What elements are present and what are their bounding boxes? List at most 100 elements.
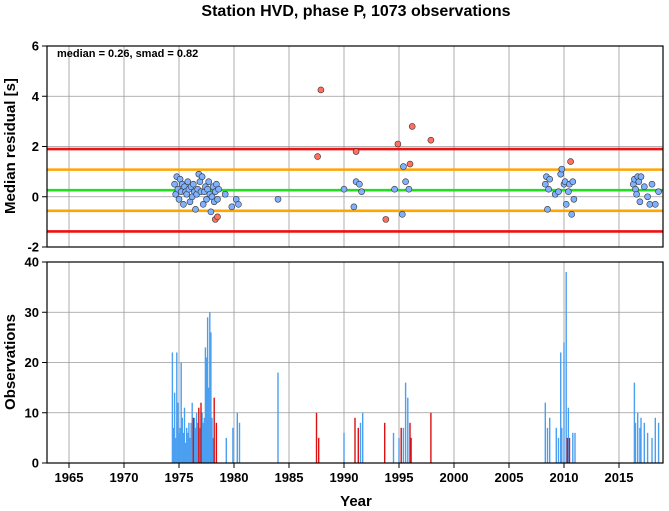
- observation-bar: [315, 412, 318, 463]
- y-tick-label: 4: [32, 89, 40, 104]
- observation-bar: [407, 397, 409, 463]
- observation-bar: [187, 432, 189, 463]
- y-tick-label: 6: [32, 39, 39, 54]
- x-axis-label: Year: [340, 493, 372, 510]
- residual-point: [541, 180, 549, 188]
- observation-bar: [557, 437, 560, 463]
- observation-bar: [201, 412, 203, 463]
- x-tick-label: 1975: [165, 470, 194, 485]
- observation-bar: [572, 432, 574, 463]
- observation-bar: [205, 357, 208, 463]
- observation-bar: [544, 402, 546, 463]
- observation-bar: [178, 432, 180, 463]
- observation-bar: [206, 317, 209, 463]
- residual-point: [184, 178, 192, 185]
- residual-point: [340, 185, 348, 193]
- residual-point: [203, 195, 210, 203]
- residual-point: [648, 180, 656, 188]
- residual-point: [569, 178, 577, 185]
- residual-point: [562, 200, 570, 208]
- observation-bar: [410, 437, 412, 463]
- residual-point: [565, 188, 572, 196]
- residual-point: [190, 180, 197, 188]
- observation-bar: [634, 422, 637, 463]
- residual-point: [214, 195, 221, 203]
- observation-bar: [560, 352, 562, 463]
- observation-bar: [213, 397, 215, 463]
- observation-bar: [183, 407, 186, 463]
- year-x-ticks: 1965 1970 1975 1980 1985 1990 1995 2000 2005 2010…: [55, 463, 633, 485]
- residual-point: [558, 165, 566, 173]
- observation-bar: [318, 437, 320, 463]
- observation-bar: [192, 417, 194, 463]
- observation-bar: [277, 372, 279, 463]
- observation-bar: [177, 402, 179, 463]
- residual-point: [408, 123, 416, 130]
- observation-bar: [182, 432, 185, 463]
- observation-bar: [574, 432, 576, 463]
- residual-point: [545, 185, 552, 193]
- observations-y-ticks: 0 10 20 30 40: [25, 255, 47, 471]
- residual-point: [405, 185, 413, 193]
- observation-bar: [202, 422, 204, 463]
- residual-point: [352, 148, 360, 155]
- observation-bar: [179, 427, 181, 463]
- observation-bar: [357, 427, 359, 463]
- residual-point: [633, 190, 640, 198]
- residual-point: [427, 136, 435, 144]
- residual-point: [398, 211, 406, 218]
- observation-bar: [203, 417, 205, 463]
- observation-bar: [200, 402, 202, 463]
- observation-bar: [186, 427, 188, 463]
- residual-point: [394, 140, 402, 148]
- observation-bar: [184, 442, 187, 463]
- observation-bar: [208, 387, 210, 463]
- observation-bar: [402, 427, 405, 463]
- observation-bar: [359, 422, 362, 463]
- observation-bar: [639, 427, 641, 463]
- residual-point: [640, 183, 648, 190]
- residual-point: [171, 180, 178, 188]
- y-tick-label: 20: [25, 355, 39, 370]
- observation-bars: [171, 272, 660, 463]
- residual-point: [544, 206, 551, 213]
- observation-bar: [567, 407, 570, 463]
- observation-bar: [549, 417, 551, 463]
- observation-bar: [172, 427, 175, 463]
- residual-point: [651, 200, 659, 208]
- residual-point: [235, 200, 242, 208]
- residual-point: [274, 195, 282, 203]
- residual-point: [221, 190, 229, 198]
- observation-bar: [198, 407, 200, 463]
- y-tick-label: 10: [25, 405, 39, 420]
- residual-point: [214, 213, 221, 221]
- observation-bar: [362, 412, 364, 463]
- median-smad-annotation: median = 0.26, smad = 0.82: [57, 48, 198, 60]
- observation-bar: [181, 417, 183, 463]
- residual-point: [655, 188, 662, 196]
- residual-point: [215, 185, 222, 193]
- observation-bar: [430, 412, 432, 463]
- residual-points: [171, 86, 662, 223]
- residual-point: [317, 86, 325, 94]
- observation-bar: [546, 427, 549, 463]
- y-tick-label: 2: [32, 139, 39, 154]
- chart-title: Station HVD, phase P, 1073 observations: [201, 3, 510, 20]
- observation-bar: [190, 422, 192, 463]
- observation-bar: [197, 422, 199, 463]
- residual-point: [570, 195, 578, 203]
- residual-point: [192, 206, 199, 213]
- observation-bar: [640, 417, 642, 463]
- observation-bar: [637, 412, 639, 463]
- residual-point: [314, 153, 321, 160]
- x-tick-label: 1995: [385, 470, 414, 485]
- observation-bar: [568, 437, 571, 463]
- residual-point: [207, 208, 215, 216]
- residual-point: [555, 188, 562, 196]
- observation-bar: [343, 432, 345, 463]
- observation-bar: [400, 427, 402, 463]
- observation-bar: [633, 382, 636, 463]
- x-tick-label: 2000: [440, 470, 469, 485]
- residual-point: [228, 203, 236, 211]
- observation-bar: [555, 427, 557, 463]
